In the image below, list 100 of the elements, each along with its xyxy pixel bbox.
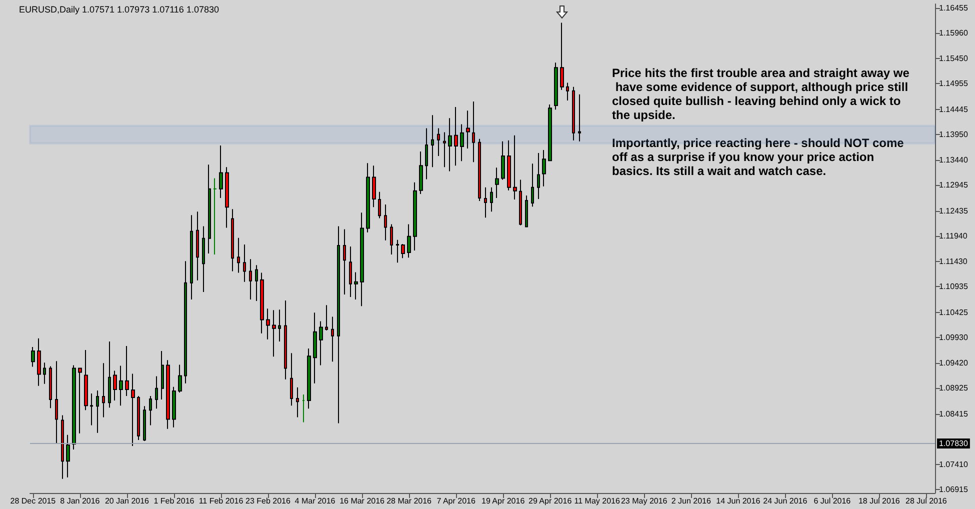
candlestick bbox=[49, 366, 52, 409]
candlestick bbox=[537, 152, 540, 200]
candlestick bbox=[513, 134, 517, 200]
candlestick bbox=[43, 362, 46, 384]
candlestick bbox=[172, 386, 176, 428]
candlestick bbox=[384, 204, 387, 241]
x-tick-label: 28 Mar 2016 bbox=[386, 496, 432, 506]
x-tick-label: 8 Jan 2016 bbox=[60, 496, 100, 506]
candlestick bbox=[231, 208, 234, 272]
x-tick-label: 16 Mar 2016 bbox=[340, 496, 386, 506]
candlestick bbox=[278, 309, 281, 342]
candlestick bbox=[507, 140, 511, 191]
y-tick-label: 1.14445 bbox=[939, 104, 968, 114]
candlestick bbox=[119, 365, 123, 406]
x-tick-label: 11 May 2016 bbox=[574, 496, 620, 506]
y-tick-label: 1.15450 bbox=[939, 54, 968, 64]
y-tick-label: 1.08415 bbox=[939, 409, 968, 418]
candlestick bbox=[155, 376, 158, 410]
candlestick bbox=[413, 182, 417, 252]
x-tick-label: 23 May 2016 bbox=[620, 496, 668, 506]
x-tick-label: 2 Jun 2016 bbox=[671, 496, 712, 506]
y-tick-label: 1.16455 bbox=[939, 3, 968, 12]
chart-title: EURUSD,Daily 1.07571 1.07973 1.07116 1.07830 bbox=[19, 4, 219, 14]
candlestick bbox=[272, 310, 276, 358]
candlestick bbox=[72, 364, 76, 450]
y-tick-label: 1.09420 bbox=[939, 358, 968, 368]
y-tick-label: 1.09930 bbox=[939, 332, 968, 342]
candlestick bbox=[566, 82, 569, 101]
candlestick bbox=[61, 414, 64, 480]
candlestick bbox=[331, 316, 334, 362]
candlestick bbox=[396, 239, 399, 264]
y-tick-label: 1.07410 bbox=[939, 460, 968, 470]
candlestick bbox=[443, 132, 446, 168]
candlestick bbox=[431, 114, 434, 168]
y-tick-label: 1.11940 bbox=[939, 231, 968, 240]
x-tick-label: 29 Apr 2016 bbox=[528, 496, 572, 506]
annotation: Price hits the first trouble area and straight away we have some evidence of support, although price still closed quite bullish - leaving behind only a wick to the upside. bbox=[612, 66, 912, 122]
candlestick bbox=[137, 396, 140, 440]
candlestick bbox=[419, 151, 423, 194]
candlestick bbox=[178, 364, 182, 393]
candlestick bbox=[149, 396, 152, 426]
candlestick bbox=[108, 340, 111, 408]
candlestick bbox=[237, 237, 240, 274]
candlestick bbox=[243, 244, 246, 282]
candlestick bbox=[325, 304, 328, 331]
y-tick-label: 1.11430 bbox=[939, 257, 968, 266]
candlestick bbox=[55, 360, 58, 444]
candlestick bbox=[208, 164, 211, 254]
candlestick bbox=[390, 224, 393, 256]
candlestick bbox=[425, 128, 428, 180]
candlestick bbox=[542, 149, 546, 187]
x-tick-label: 19 Apr 2016 bbox=[481, 496, 526, 506]
candlestick bbox=[161, 350, 164, 400]
candlestick bbox=[131, 373, 135, 447]
candlestick bbox=[525, 194, 528, 228]
candlestick bbox=[196, 211, 199, 281]
candlestick bbox=[213, 178, 217, 256]
x-tick-label: 1 Feb 2016 bbox=[154, 496, 195, 506]
candlestick bbox=[190, 214, 193, 300]
candlestick bbox=[37, 338, 41, 386]
candlestick bbox=[125, 345, 129, 397]
candlestick bbox=[460, 124, 464, 162]
candlestick bbox=[360, 212, 364, 307]
candlestick bbox=[519, 179, 522, 226]
x-tick-label: 23 Feb 2016 bbox=[246, 496, 292, 506]
y-tick-label: 1.15960 bbox=[939, 28, 968, 38]
candlestick bbox=[466, 110, 470, 149]
candlestick bbox=[407, 224, 411, 258]
y-tick-label: 1.12945 bbox=[939, 180, 968, 190]
candlestick bbox=[266, 308, 270, 340]
candlestick bbox=[113, 370, 117, 402]
candlestick bbox=[225, 166, 229, 228]
candlestick bbox=[349, 246, 352, 298]
candlestick bbox=[90, 392, 93, 426]
y-tick-label: 1.13440 bbox=[939, 156, 968, 165]
candlestick bbox=[284, 300, 287, 380]
candlestick bbox=[354, 272, 358, 300]
candlestick bbox=[307, 348, 311, 410]
candlestick bbox=[184, 260, 187, 384]
y-tick-label: 1.08925 bbox=[939, 384, 968, 393]
candlestick bbox=[554, 62, 558, 110]
candlestick bbox=[343, 228, 346, 295]
x-tick-label: 11 Feb 2016 bbox=[198, 496, 244, 506]
candlestick bbox=[260, 272, 264, 334]
candlestick bbox=[372, 165, 376, 208]
candlestick bbox=[219, 144, 223, 198]
candlestick bbox=[366, 162, 370, 233]
x-tick-label: 14 Jun 2016 bbox=[716, 496, 761, 506]
candlestick bbox=[66, 434, 70, 478]
candlestick bbox=[495, 167, 499, 198]
candlestick bbox=[484, 186, 487, 218]
x-tick-label: 6 Jul 2016 bbox=[814, 496, 852, 506]
x-tick-label: 24 Jun 2016 bbox=[763, 496, 808, 506]
candlestick bbox=[313, 312, 317, 384]
candlestick bbox=[296, 386, 299, 418]
candlestick bbox=[448, 118, 452, 172]
candlestick bbox=[143, 406, 146, 442]
candlestick bbox=[478, 138, 481, 202]
candlestick bbox=[202, 226, 205, 292]
candlestick bbox=[490, 186, 493, 212]
